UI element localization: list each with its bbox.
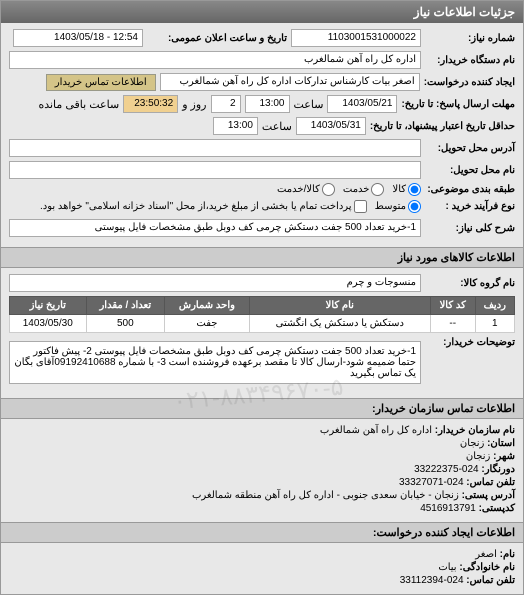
pkg-both-label: کالا/خدمت (277, 184, 320, 195)
delivery-addr-field (9, 139, 421, 157)
clname-label: نام خانوادگی: (459, 562, 515, 573)
creator-section: نام: اصغر نام خانوادگی: بیات تلفن تماس: … (1, 543, 523, 594)
tel-value: 024-33327071 (399, 477, 464, 488)
deadline-label: مهلت ارسال پاسخ: تا تاریخ: (401, 99, 515, 110)
prov-label: استان: (487, 438, 515, 449)
pkg-khadamat-label: خدمت (343, 184, 370, 195)
delivery-name-label: نام محل تحویل: (425, 165, 515, 176)
clname-value: بیات (438, 562, 456, 573)
desc-field: 1-خرید تعداد 500 جفت دستکش چرمی کف دوبل … (9, 219, 421, 237)
ctel-label: تلفن تماس: (466, 575, 515, 586)
prov-value: زنجان (460, 438, 484, 449)
table-header: تاریخ نیاز (10, 297, 87, 315)
cat-label: نام گروه کالا: (425, 278, 515, 289)
pay-radio-mid[interactable] (408, 200, 421, 213)
addr-value: زنجان - خیابان سعدی جنوبی - اداره کل راه… (192, 490, 459, 501)
main-form: شماره نیاز: 1103001531000022 تاریخ و ساع… (1, 23, 523, 247)
fax-label: دورنگار: (481, 464, 515, 475)
contact-subheader: اطلاعات تماس سازمان خریدار: (1, 398, 523, 419)
ctel-value: 024-33112394 (400, 575, 464, 586)
remain-label: ساعت باقی مانده (38, 98, 119, 111)
table-header: کد کالا (430, 297, 475, 315)
cname-label: نام: (500, 549, 515, 560)
desc-label: شرح کلی نیاز: (425, 223, 515, 234)
pkg-kala-label: کالا (392, 184, 406, 195)
table-header: نام کالا (249, 297, 430, 315)
pkg-radio-khadamat[interactable] (371, 183, 384, 196)
valid-label: حداقل تاریخ اعتبار پیشنهاد، تا تاریخ: (370, 121, 515, 132)
pkg-radio-group: کالا خدمت کالا/خدمت (277, 183, 421, 196)
table-cell: دستکش یا دستکش یک انگشتی (249, 315, 430, 333)
pay-label: نوع فرآیند خرید : (425, 201, 515, 212)
valid-time-field: 13:00 (213, 117, 258, 135)
deadline-date-field: 1403/05/21 (327, 95, 397, 113)
creator-label: ایجاد کننده درخواست: (424, 77, 515, 88)
post-label: کدپستی: (479, 503, 515, 514)
table-cell: -- (430, 315, 475, 333)
pay-mid-label: متوسط (375, 201, 406, 212)
delivery-addr-label: آدرس محل تحویل: (425, 143, 515, 154)
items-table: ردیفکد کالانام کالاواحد شمارشتعداد / مقد… (9, 296, 515, 333)
time-label-2: ساعت (262, 120, 292, 133)
table-cell: 1403/05/30 (10, 315, 87, 333)
details-panel: جزئیات اطلاعات نیاز شماره نیاز: 11030015… (0, 0, 524, 595)
fax-value: 024-33222375 (414, 464, 479, 475)
days-field: 2 (211, 95, 241, 113)
table-header: تعداد / مقدار (86, 297, 165, 315)
pub-date-label: تاریخ و ساعت اعلان عمومی: (147, 33, 287, 44)
notes-field: 1-خرید تعداد 500 جفت دستکش چرمی کف دوبل … (9, 341, 421, 384)
table-cell: جفت (165, 315, 250, 333)
table-row: 1--دستکش یا دستکش یک انگشتیجفت5001403/05… (10, 315, 515, 333)
contact-section: نام سازمان خریدار: اداره کل راه آهن شمال… (1, 419, 523, 522)
pay-radio-group: متوسط پرداخت تمام یا بخشی از مبلغ خرید،ا… (40, 200, 421, 213)
pay-note-label: پرداخت تمام یا بخشی از مبلغ خرید،از محل … (40, 201, 352, 212)
buyer-field: اداره کل راه آهن شمالغرب (9, 51, 421, 69)
contact-info-button[interactable]: اطلاعات تماس خریدار (46, 74, 156, 91)
pkg-radio-both[interactable] (322, 183, 335, 196)
pkg-label: طبقه بندی موضوعی: (425, 184, 515, 195)
creator-subheader: اطلاعات ایجاد کننده درخواست: (1, 522, 523, 543)
remain-time-field: 23:50:32 (123, 95, 178, 113)
notes-label: توضیحات خریدار: (425, 337, 515, 348)
request-no-label: شماره نیاز: (425, 33, 515, 44)
deadline-time-field: 13:00 (245, 95, 290, 113)
cname-value: اصغر (475, 549, 497, 560)
cat-field: منسوجات و چرم (9, 274, 421, 292)
org-label: نام سازمان خریدار: (435, 425, 515, 436)
table-header: ردیف (475, 297, 514, 315)
table-header: واحد شمارش (165, 297, 250, 315)
addr-label: آدرس پستی: (462, 490, 515, 501)
panel-title: جزئیات اطلاعات نیاز (1, 1, 523, 23)
pkg-radio-kala[interactable] (408, 183, 421, 196)
city-value: زنجان (466, 451, 490, 462)
pub-date-field: 12:54 - 1403/05/18 (13, 29, 143, 47)
delivery-name-field (9, 161, 421, 179)
post-value: 4516913791 (420, 503, 476, 514)
table-cell: 1 (475, 315, 514, 333)
table-cell: 500 (86, 315, 165, 333)
creator-field: اصغر بیات کارشناس تدارکات اداره کل راه آ… (160, 73, 420, 91)
items-subheader: اطلاعات کالاهای مورد نیاز (1, 247, 523, 268)
valid-date-field: 1403/05/31 (296, 117, 366, 135)
buyer-label: نام دستگاه خریدار: (425, 55, 515, 66)
org-value: اداره کل راه آهن شمالغرب (320, 425, 432, 436)
days-label: روز و (182, 98, 206, 111)
request-no-field: 1103001531000022 (291, 29, 421, 47)
time-label-1: ساعت (294, 98, 324, 111)
tel-label: تلفن تماس: (466, 477, 515, 488)
city-label: شهر: (493, 451, 515, 462)
pay-check-note[interactable] (354, 200, 367, 213)
